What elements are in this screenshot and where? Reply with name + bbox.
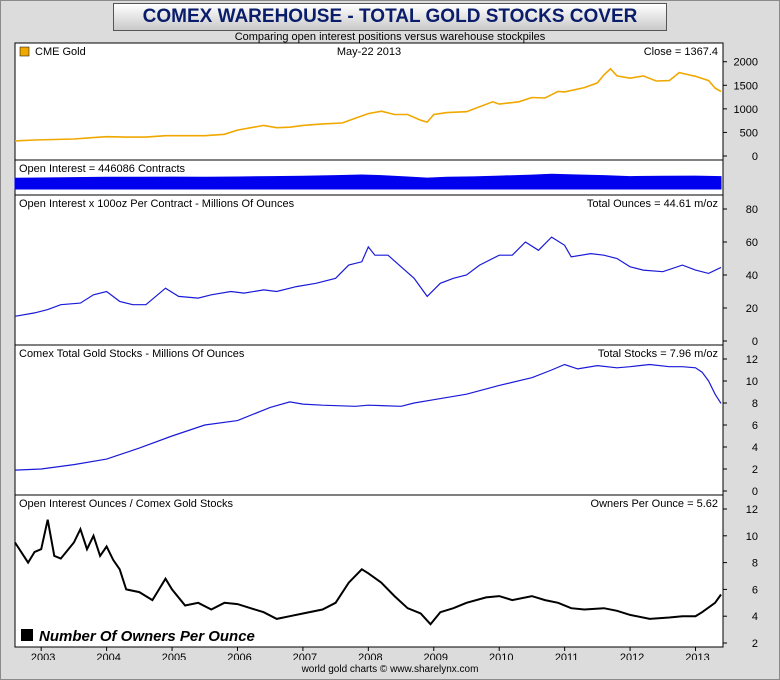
- panel-3: [14, 194, 724, 346]
- y-tick-label: 1000: [734, 104, 758, 116]
- date-label: May-22 2013: [337, 46, 401, 58]
- y-tick-label: 80: [746, 204, 758, 216]
- chart-title: COMEX WAREHOUSE - TOTAL GOLD STOCKS COVE…: [142, 6, 638, 27]
- x-tick-label: 2009: [424, 652, 448, 660]
- y-tick-label: 10: [746, 376, 758, 388]
- y-tick-label: 60: [746, 237, 758, 249]
- series-line-4: [14, 363, 722, 471]
- y-tick-label: 8: [752, 398, 758, 410]
- panel-title: Open Interest x 100oz Per Contract - Mil…: [19, 198, 295, 210]
- x-tick-label: 2004: [96, 652, 120, 660]
- y-tick-label: 2000: [734, 57, 758, 69]
- x-tick-label: 2007: [293, 652, 317, 660]
- panel-1: [14, 42, 724, 161]
- series-line-5: [14, 519, 722, 626]
- panel-readout: Open Interest = 446086 Contracts: [19, 163, 186, 175]
- y-tick-label: 0: [752, 151, 758, 163]
- x-tick-label: 2011: [555, 652, 579, 660]
- x-tick-label: 2008: [358, 652, 382, 660]
- x-tick-label: 2012: [620, 652, 644, 660]
- panel-title: Open Interest Ounces / Comex Gold Stocks: [19, 498, 233, 510]
- y-tick-label: 0: [752, 336, 758, 348]
- x-tick-label: 2006: [227, 652, 251, 660]
- panel-title: Comex Total Gold Stocks - Millions Of Ou…: [19, 348, 245, 360]
- y-tick-label: 4: [752, 442, 758, 454]
- chart-subtitle: Comparing open interest positions versus…: [234, 31, 546, 43]
- legend-swatch: [21, 629, 33, 641]
- panel-4: [14, 344, 724, 496]
- x-tick-label: 2013: [685, 652, 709, 660]
- y-tick-label: 500: [740, 127, 758, 139]
- x-tick-label: 2010: [489, 652, 513, 660]
- y-tick-label: 12: [746, 354, 758, 366]
- panel-readout: Total Ounces = 44.61 m/oz: [587, 198, 718, 210]
- legend-label: CME Gold: [35, 46, 86, 58]
- series-line-1: [14, 67, 722, 142]
- y-tick-label: 0: [752, 486, 758, 498]
- panel-readout: Close = 1367.4: [644, 46, 718, 58]
- y-tick-label: 40: [746, 270, 758, 282]
- legend-label: Number Of Owners Per Ounce: [39, 628, 255, 645]
- x-tick-label: 2005: [162, 652, 186, 660]
- y-tick-label: 6: [752, 584, 758, 596]
- y-tick-label: 4: [752, 611, 758, 623]
- y-tick-label: 10: [746, 531, 758, 543]
- y-tick-label: 6: [752, 420, 758, 432]
- y-tick-label: 2: [752, 638, 758, 650]
- open-interest-area: [14, 173, 722, 190]
- y-tick-label: 2: [752, 464, 758, 476]
- panel-readout: Total Stocks = 7.96 m/oz: [598, 348, 718, 360]
- series-line-3: [14, 236, 722, 317]
- x-tick-label: 2003: [31, 652, 55, 660]
- y-tick-label: 12: [746, 504, 758, 516]
- legend-swatch: [19, 46, 30, 57]
- y-tick-label: 8: [752, 558, 758, 570]
- title-banner: COMEX WAREHOUSE - TOTAL GOLD STOCKS COVE…: [113, 3, 667, 31]
- y-tick-label: 1500: [734, 80, 758, 92]
- panel-5: [14, 494, 724, 648]
- footer-credit: world gold charts © www.sharelynx.com: [301, 664, 479, 675]
- y-tick-label: 20: [746, 303, 758, 315]
- panel-readout: Owners Per Ounce = 5.62: [591, 498, 718, 510]
